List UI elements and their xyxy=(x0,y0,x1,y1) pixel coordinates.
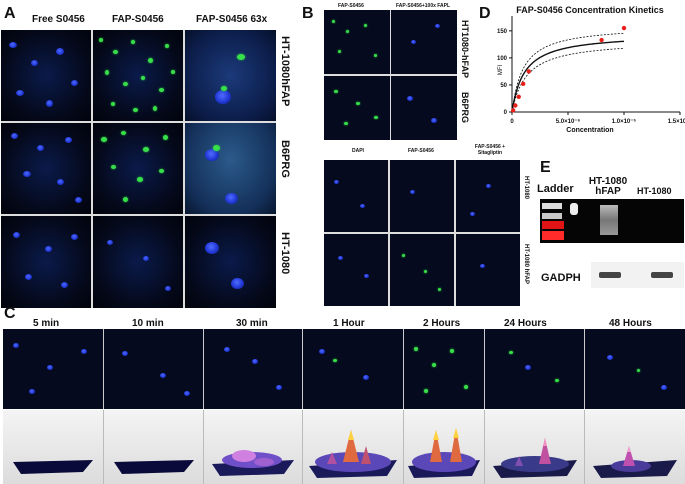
micrograph-a-r2c1 xyxy=(1,123,91,214)
x-tick-label: 5.0×10⁻⁶ xyxy=(556,119,581,125)
panel-b-top-col-1: FAP-S0456 xyxy=(338,3,364,9)
panel-b-bottom-grid xyxy=(324,160,520,306)
panel-e-label: E xyxy=(540,159,551,176)
lane-label-ht1080-hfap: HT-1080 hFAP xyxy=(588,176,628,197)
panel-b-bot-row-1: HT-1080 xyxy=(523,176,529,200)
surface-plot-7 xyxy=(585,410,685,484)
timepoint-label-2: 10 min xyxy=(132,318,164,329)
micrograph-a-r3c1 xyxy=(1,216,91,308)
timepoint-label-7: 48 Hours xyxy=(609,318,652,329)
panel-b-label: B xyxy=(302,5,314,22)
y-tick-label: 150 xyxy=(497,29,508,35)
chart-fit-lines xyxy=(511,32,625,113)
panel-b-bot-row-2: HT-1080 hFAP xyxy=(523,244,529,285)
micrograph-a-r3c3 xyxy=(185,216,276,308)
micrograph-a-r3c2 xyxy=(93,216,183,308)
data-point xyxy=(513,103,518,108)
micrograph-c-5 xyxy=(404,329,484,409)
kinetics-chart: FAP-S0456 Concentration Kinetics MFI Con… xyxy=(497,5,685,134)
y-tick-label: 0 xyxy=(504,110,508,116)
micrograph-b-bot-r2c3 xyxy=(456,234,520,306)
surface-plot-4 xyxy=(303,410,404,484)
panel-b-bot-col-2: FAP-S0456 xyxy=(408,148,434,154)
micrograph-b-top-r2c2 xyxy=(391,76,457,140)
timepoint-label-3: 30 min xyxy=(236,318,268,329)
panel-b-top-row-2: B6PRG xyxy=(460,92,470,124)
lane-label-ladder: Ladder xyxy=(537,183,574,195)
micrograph-b-bot-r1c2 xyxy=(390,160,454,232)
panel-c-micrographs xyxy=(3,329,685,409)
micrograph-a-r1c3 xyxy=(185,30,276,121)
surface-plot-2 xyxy=(104,410,204,484)
y-tick-label: 50 xyxy=(500,83,507,89)
micrograph-c-4 xyxy=(303,329,403,409)
micrograph-b-bot-r2c1 xyxy=(324,234,388,306)
confidence-band-upper xyxy=(511,32,625,113)
panel-a-col-2: FAP-S0456 xyxy=(112,14,164,25)
panel-b-top-row-1: HT1080-hFAP xyxy=(460,20,470,79)
surface-plot-1 xyxy=(3,410,104,484)
x-tick-label: 1.5×10⁻⁵ xyxy=(668,119,685,125)
micrograph-a-r2c3 xyxy=(185,123,276,214)
timepoint-label-6: 24 Hours xyxy=(504,318,547,329)
timepoint-label-5: 2 Hours xyxy=(423,318,461,329)
chart-points xyxy=(510,25,627,113)
x-tick-label: 1.0×10⁻⁵ xyxy=(612,119,637,125)
micrograph-b-bot-r2c2 xyxy=(390,234,454,306)
x-axis-label: Concentration xyxy=(566,127,613,134)
micrograph-b-bot-r1c1 xyxy=(324,160,388,232)
data-point xyxy=(510,108,516,113)
surface-plot-5 xyxy=(404,410,485,484)
timepoint-label-4: 1 Hour xyxy=(333,318,365,329)
timepoint-label-1: 5 min xyxy=(33,318,60,329)
western-blot-gadph xyxy=(591,262,684,288)
micrograph-c-7 xyxy=(585,329,685,409)
panel-a-row-2: B6PRG xyxy=(279,140,291,178)
micrograph-c-3 xyxy=(204,329,302,409)
panel-b-bot-col-1: DAPI xyxy=(352,148,364,154)
fit-curve xyxy=(511,40,625,113)
panel-c-label: C xyxy=(4,305,16,322)
micrograph-c-1 xyxy=(3,329,103,409)
panel-d-label: D xyxy=(479,5,491,22)
panel-b-top-grid xyxy=(324,10,457,140)
chart-axes: 0 50 100 150 0 5.0×10⁻⁶ 1.0×10⁻⁵ 1.5×10⁻⁵ xyxy=(497,16,685,125)
panel-a-label: A xyxy=(4,5,16,22)
panel-b-top-col-2: FAP-S0456+100x FAPL xyxy=(396,3,451,9)
panel-c-surface-plots xyxy=(3,410,685,484)
lane-label-ht1080: HT-1080 xyxy=(637,186,672,196)
surface-plot-6 xyxy=(485,410,585,484)
western-blot-fap xyxy=(540,199,684,243)
data-point xyxy=(521,81,526,87)
micrograph-b-top-r1c1 xyxy=(324,10,390,74)
micrograph-a-r1c1 xyxy=(1,30,91,121)
micrograph-a-r1c2 xyxy=(93,30,183,121)
panel-b-bot-col-3: FAP-S0456 + Sitagliptin xyxy=(474,144,506,156)
micrograph-b-top-r1c2 xyxy=(391,10,457,74)
data-point xyxy=(621,25,627,31)
data-point xyxy=(516,94,521,100)
surface-plot-3 xyxy=(204,410,303,484)
panel-a-col-1: Free S0456 xyxy=(32,14,85,25)
x-tick-label: 0 xyxy=(510,119,514,125)
panel-a-grid xyxy=(1,30,276,308)
panel-a-row-3: HT-1080 xyxy=(279,232,291,275)
y-tick-label: 100 xyxy=(497,56,508,62)
data-point xyxy=(599,37,604,43)
y-axis-label: MFI xyxy=(498,65,504,76)
micrograph-b-top-r2c1 xyxy=(324,76,390,140)
micrograph-c-2 xyxy=(104,329,203,409)
micrograph-a-r2c2 xyxy=(93,123,183,214)
loading-control-label: GADPH xyxy=(541,272,581,284)
panel-a-col-3: FAP-S0456 63x xyxy=(196,14,268,25)
data-point xyxy=(526,69,531,74)
micrograph-c-6 xyxy=(485,329,584,409)
chart-title: FAP-S0456 Concentration Kinetics xyxy=(516,5,664,15)
panel-a-row-1: HT-1080hFAP xyxy=(279,36,291,107)
confidence-band-lower xyxy=(511,47,625,113)
micrograph-b-bot-r1c3 xyxy=(456,160,520,232)
